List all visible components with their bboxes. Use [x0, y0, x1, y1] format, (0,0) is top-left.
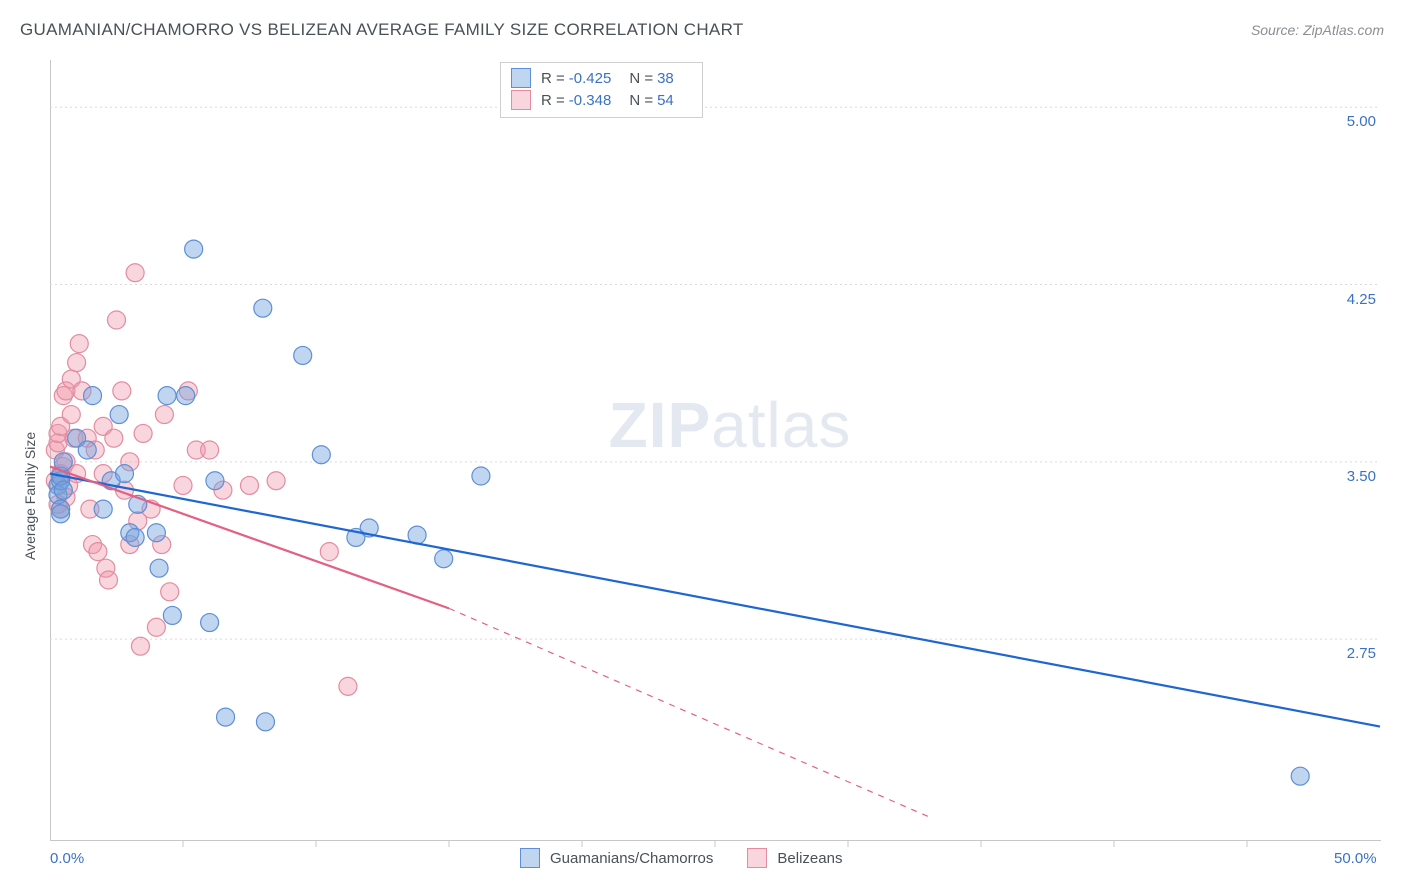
stats-blue-r: -0.425: [569, 70, 612, 87]
swatch-pink: [511, 90, 531, 110]
stats-n-label-2: N =: [629, 92, 653, 109]
chart-svg: [50, 60, 1380, 840]
chart-title: GUAMANIAN/CHAMORRO VS BELIZEAN AVERAGE F…: [20, 20, 744, 40]
chart-container: GUAMANIAN/CHAMORRO VS BELIZEAN AVERAGE F…: [0, 0, 1406, 892]
series-legend: Guamanians/Chamorros Belizeans: [520, 848, 842, 868]
source-attribution: Source: ZipAtlas.com: [1251, 22, 1384, 38]
y-axis-label: Average Family Size: [22, 432, 38, 560]
legend-item-pink: Belizeans: [747, 848, 842, 868]
stats-legend: R = -0.425 N = 38 R = -0.348 N = 54: [500, 62, 703, 118]
legend-item-blue: Guamanians/Chamorros: [520, 848, 713, 868]
stats-r-label-2: R =: [541, 92, 565, 109]
y-tick-label: 2.75: [1330, 645, 1376, 662]
legend-label-pink: Belizeans: [777, 850, 842, 867]
legend-swatch-pink: [747, 848, 767, 868]
x-min-label: 0.0%: [50, 850, 84, 867]
stats-blue-n: 38: [657, 70, 674, 87]
swatch-blue: [511, 68, 531, 88]
stats-row-pink: R = -0.348 N = 54: [511, 89, 692, 111]
stats-pink-r: -0.348: [569, 92, 612, 109]
legend-swatch-blue: [520, 848, 540, 868]
stats-n-label: N =: [629, 70, 653, 87]
stats-row-blue: R = -0.425 N = 38: [511, 67, 692, 89]
legend-label-blue: Guamanians/Chamorros: [550, 850, 713, 867]
stats-pink-n: 54: [657, 92, 674, 109]
y-tick-label: 4.25: [1330, 291, 1376, 308]
y-tick-label: 3.50: [1330, 468, 1376, 485]
y-tick-label: 5.00: [1330, 113, 1376, 130]
x-max-label: 50.0%: [1334, 850, 1377, 867]
stats-r-label: R =: [541, 70, 565, 87]
